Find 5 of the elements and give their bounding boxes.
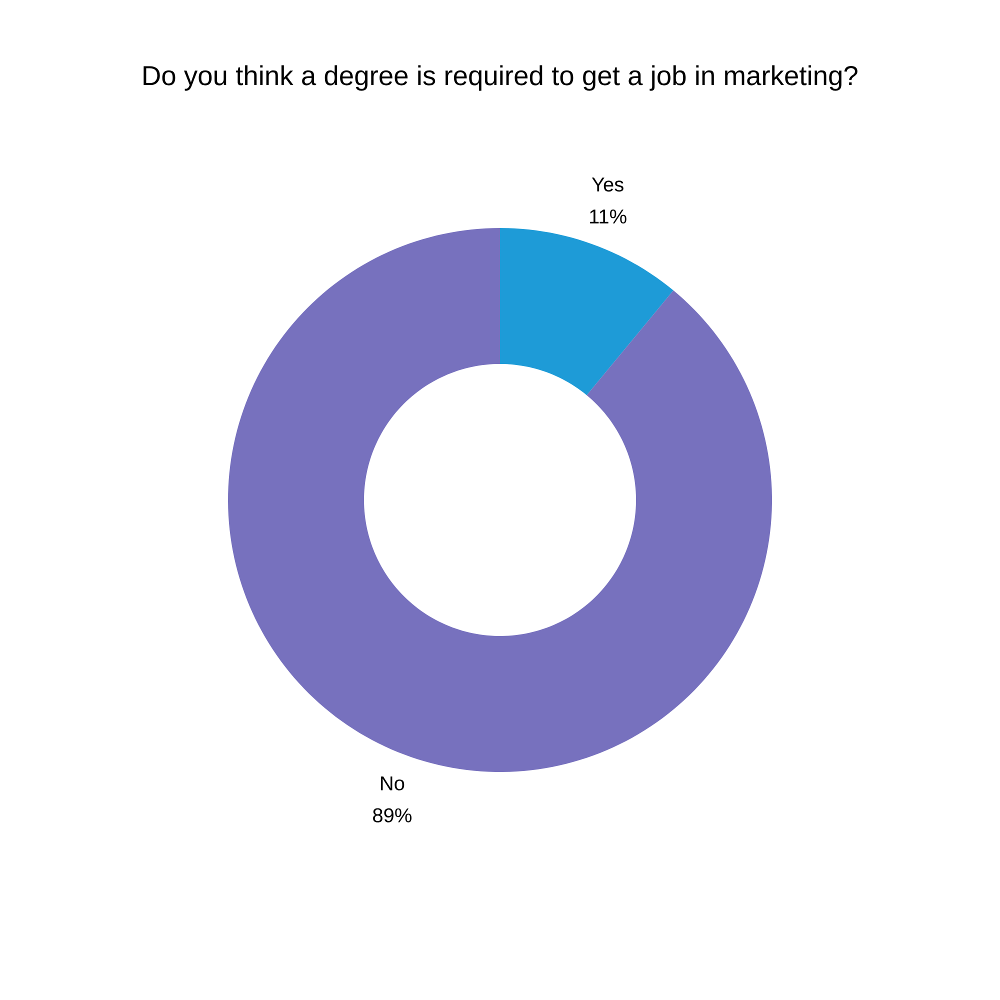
data-label: 89% — [373, 808, 412, 822]
data-label: 11% — [590, 210, 626, 224]
slice-label: Yes — [592, 178, 624, 192]
slice-label: No — [381, 776, 404, 790]
chart-title: Do you think a degree is required to get a job in marketing? — [144, 65, 858, 91]
